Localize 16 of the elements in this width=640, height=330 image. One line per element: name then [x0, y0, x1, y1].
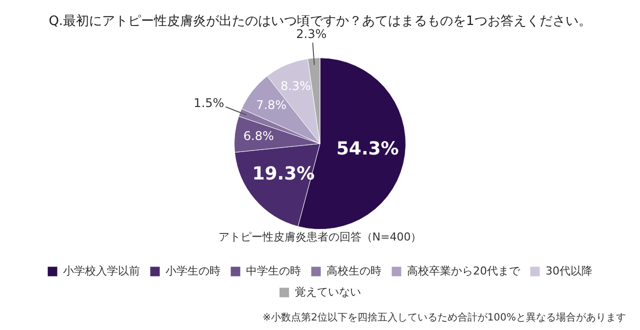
data-label: 6.8% — [243, 128, 274, 143]
chart-title: Q.最初にアトピー性皮膚炎が出たのはいつ頃ですか？あてはまるものを1つお答えください。 — [48, 14, 592, 30]
legend-label: 高校卒業から20代まで — [407, 264, 521, 278]
data-label: 1.5% — [194, 96, 224, 110]
legend-label: 30代以降 — [546, 264, 592, 278]
legend-label: 高校生の時 — [326, 264, 382, 278]
data-label: 54.3% — [336, 138, 399, 160]
legend-label: 中学生の時 — [246, 264, 302, 278]
data-label: 7.8% — [256, 98, 287, 112]
data-label: 8.3% — [280, 78, 311, 93]
text: ※小数点第2位以下を四捨五入しているため合計が100%と異なる場合があります — [262, 312, 626, 324]
legend-label: 小学校入学以前 — [63, 264, 140, 278]
legend-label: 小学生の時 — [166, 264, 221, 278]
data-label: 2.3% — [296, 26, 327, 41]
text: アトピー性皮膚炎患者の回答（N=400） — [218, 230, 422, 244]
legend-label: 覚えていない — [294, 285, 361, 298]
